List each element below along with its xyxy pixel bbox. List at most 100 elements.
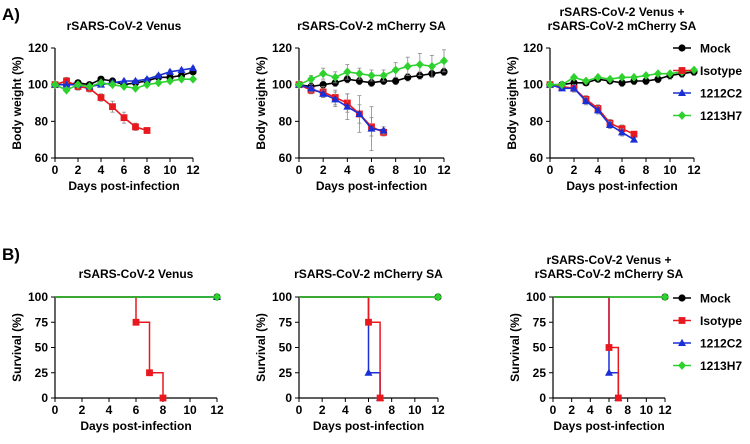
x-tick-label: 2 — [75, 163, 82, 177]
x-tick-label: 4 — [587, 403, 594, 417]
series-isotype — [299, 296, 384, 402]
data-point — [189, 63, 197, 72]
y-tick-label: 100 — [28, 78, 48, 92]
y-tick-label: 120 — [523, 41, 543, 55]
legend-b: Mock Isotype 1212C2 1213H7 — [673, 292, 742, 373]
y-tick-label: 50 — [279, 341, 293, 355]
x-tick-label: 6 — [365, 403, 372, 417]
x-tick-label: 4 — [342, 403, 349, 417]
series-1213h7 — [55, 292, 221, 302]
x-tick-label: 6 — [619, 163, 626, 177]
data-point — [143, 74, 151, 83]
data-point — [97, 94, 105, 101]
y-tick-label: 60 — [530, 151, 544, 165]
survival-step-line — [55, 296, 164, 398]
data-point — [654, 75, 662, 83]
x-tick-label: 6 — [133, 403, 140, 417]
y-tick-label: 100 — [523, 78, 543, 92]
legend-marker — [678, 294, 686, 302]
x-tick-label: 8 — [388, 403, 395, 417]
chart-title-line: rSARS-CoV-2 mCherry SA — [548, 19, 697, 33]
data-point — [630, 72, 638, 82]
y-tick-label: 80 — [35, 114, 49, 128]
legend-marker — [678, 361, 686, 370]
x-tick-label: 12 — [210, 403, 224, 417]
chart-title: rSARS-CoV-2 Venus — [67, 19, 182, 33]
series-1213h7 — [295, 49, 448, 90]
x-tick-label: 4 — [595, 163, 602, 177]
data-point — [177, 65, 186, 73]
data-point — [630, 130, 638, 138]
x-tick-label: 4 — [98, 163, 105, 177]
series-1213h7 — [299, 292, 442, 302]
x-tick-label: 6 — [121, 163, 128, 177]
data-point — [618, 72, 626, 82]
x-tick-label: 10 — [640, 403, 654, 417]
y-axis-label: Body weight (%) — [10, 56, 24, 149]
data-point — [177, 74, 186, 84]
x-tick-label: 12 — [687, 163, 701, 177]
legend-label: 1212C2 — [700, 87, 742, 101]
y-axis-label: Survival (%) — [508, 313, 522, 382]
data-point — [440, 56, 448, 66]
data-point — [367, 71, 376, 80]
chart-1: rSARS-CoV-2 Venus 60 80 100 120 0 2 4 6 8 10 12 Days… — [10, 19, 200, 193]
x-tick-label: 4 — [344, 163, 351, 177]
data-point — [594, 72, 602, 82]
legend-label: 1213H7 — [700, 109, 742, 123]
y-tick-label: 0 — [539, 391, 546, 405]
legend-item-isotype: Isotype — [673, 314, 742, 328]
chart-2: rSARS-CoV-2 mCherry SA 60 80 100 120 0 2 4 6 8 10 1… — [254, 19, 451, 193]
x-tick-label: 6 — [368, 163, 375, 177]
series-isotype — [553, 296, 622, 402]
data-point — [376, 394, 384, 402]
data-point — [379, 71, 388, 80]
y-axis-label: Body weight (%) — [254, 56, 268, 149]
legend-item-1213h7: 1213H7 — [673, 109, 742, 123]
data-point — [62, 80, 71, 88]
data-point — [131, 76, 140, 84]
legend-marker — [678, 317, 686, 324]
data-point — [132, 318, 140, 326]
data-point — [62, 85, 71, 95]
chart-title: rSARS-CoV-2 mCherry SA — [294, 267, 443, 281]
legend-label: Mock — [700, 42, 731, 56]
data-point — [295, 80, 303, 90]
legend-item-1212c2: 1212C2 — [673, 337, 742, 351]
data-point — [120, 76, 128, 84]
data-point — [367, 124, 376, 132]
chart-title-line: rSARS-CoV-2 mCherry SA — [535, 267, 684, 281]
data-point — [154, 78, 163, 88]
data-point — [606, 120, 614, 128]
x-tick-label: 4 — [106, 403, 113, 417]
data-point — [307, 84, 316, 92]
data-point — [582, 96, 590, 105]
legend-item-mock: Mock — [673, 292, 731, 306]
y-tick-label: 60 — [279, 151, 293, 165]
y-tick-label: 0 — [285, 391, 292, 405]
x-tick-label: 6 — [606, 403, 613, 417]
y-tick-label: 120 — [28, 41, 48, 55]
series-1212c2 — [299, 296, 385, 401]
x-tick-label: 8 — [643, 163, 650, 177]
x-tick-label: 2 — [79, 403, 86, 417]
data-point — [51, 80, 59, 90]
x-tick-label: 12 — [437, 163, 451, 177]
data-point — [614, 394, 622, 402]
legend-label: Mock — [700, 292, 731, 306]
x-tick-label: 2 — [320, 163, 327, 177]
data-point — [343, 102, 352, 110]
data-point — [97, 78, 105, 88]
data-point — [594, 106, 602, 114]
data-point — [391, 65, 400, 75]
y-axis-label: Survival (%) — [10, 313, 24, 382]
data-point — [120, 82, 128, 91]
y-axis-label: Body weight (%) — [505, 56, 519, 149]
x-tick-label: 0 — [547, 163, 554, 177]
data-point — [654, 69, 662, 79]
x-tick-label: 0 — [52, 163, 59, 177]
legend-marker — [678, 67, 686, 74]
data-point — [154, 71, 163, 79]
x-tick-label: 12 — [658, 403, 672, 417]
series-isotype — [55, 296, 167, 402]
